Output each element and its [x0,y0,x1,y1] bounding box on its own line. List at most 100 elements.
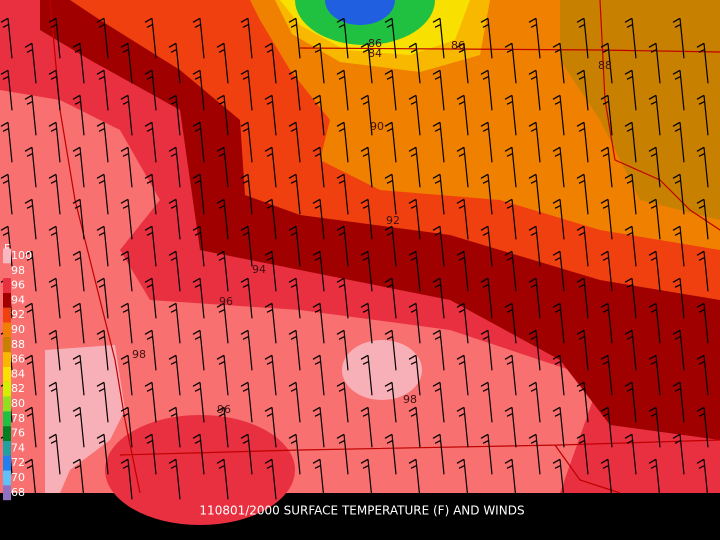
wind-barb [624,381,637,423]
wind-barb [96,433,109,475]
wind-barb [144,433,157,475]
contour-label: 98 [132,348,146,361]
contour-label: 92 [386,214,400,227]
wind-barb [672,173,685,215]
wind-barb [288,69,301,111]
wind-barbs [0,17,709,500]
wind-barb [672,277,685,319]
wind-barb [648,458,661,500]
wind-barb [552,250,565,292]
wind-barb [168,42,181,84]
wind-barb [288,121,301,163]
wind-barb [144,381,157,423]
wind-barb [432,69,445,111]
wind-barb [552,146,565,188]
wind-barb [480,277,493,319]
wind-barb [24,354,37,396]
wind-barb [216,146,229,188]
wind-barb [648,354,661,396]
wind-barb [312,146,325,188]
wind-barb [672,329,685,371]
wind-barb [312,302,325,344]
wind-barb [72,354,85,396]
wind-barb [384,69,397,111]
wind-barb [168,302,181,344]
wind-barb [648,198,661,240]
wind-barb [288,433,301,475]
colorbar-label: 90 [11,323,25,336]
wind-barb [672,121,685,163]
wind-barb [480,433,493,475]
colorbar-swatch [3,367,11,382]
wind-barb [240,173,253,215]
wind-barb [240,121,253,163]
wind-barb [432,173,445,215]
wind-barb [48,277,61,319]
wind-barb [240,17,253,59]
wind-barb [600,458,613,500]
wind-barb [216,42,229,84]
map-title: 110801/2000 SURFACE TEMPERATURE (F) AND … [199,504,524,518]
border [299,47,720,53]
colorbar-swatch [3,248,11,264]
wind-barb [528,381,541,423]
wind-barb [360,458,373,500]
colorbar-swatch [3,411,11,427]
wind-barb [24,406,37,448]
wind-barb [552,406,565,448]
wind-barb [480,17,493,59]
wind-barb [72,198,85,240]
wind-barb [168,406,181,448]
wind-barb [384,277,397,319]
border [599,0,720,231]
wind-barb [192,329,205,371]
colorbar-swatch [3,426,11,441]
wind-barb [144,69,157,111]
wind-barb [336,433,349,475]
wind-barb [336,277,349,319]
colorbar-swatch [3,352,11,367]
wind-barb [456,42,469,84]
wind-barb [576,17,589,59]
wind-barb [72,42,85,84]
wind-barb [168,94,181,136]
wind-barb [216,198,229,240]
colorbar-label: 76 [11,427,25,440]
wind-barb [216,302,229,344]
colorbar-swatch [3,441,11,456]
wind-barb [360,406,373,448]
wind-barb [0,225,13,267]
wind-barb [240,225,253,267]
wind-barb [96,329,109,371]
wind-barb [24,42,37,84]
wind-barb [168,250,181,292]
wind-barb [504,302,517,344]
wind-barb [648,146,661,188]
wind-barb [288,277,301,319]
wind-barb [192,277,205,319]
wind-barb [144,17,157,59]
contour-label: 86 [368,37,382,50]
wind-barb [288,225,301,267]
wind-barb [192,17,205,59]
wind-barb [552,94,565,136]
wind-barb [312,42,325,84]
wind-barb [384,17,397,59]
wind-barb [72,146,85,188]
colorbar-swatch [3,396,11,412]
colorbar-label: 86 [11,353,25,366]
wind-barb [480,225,493,267]
wind-barb [456,406,469,448]
wind-barb [312,458,325,500]
wind-barb [120,406,133,448]
wind-barb [96,173,109,215]
wind-barb [120,198,133,240]
wind-barb [24,458,37,500]
wind-barb [144,329,157,371]
wind-barb [696,406,709,448]
wind-barb [264,354,277,396]
wind-barb [696,354,709,396]
